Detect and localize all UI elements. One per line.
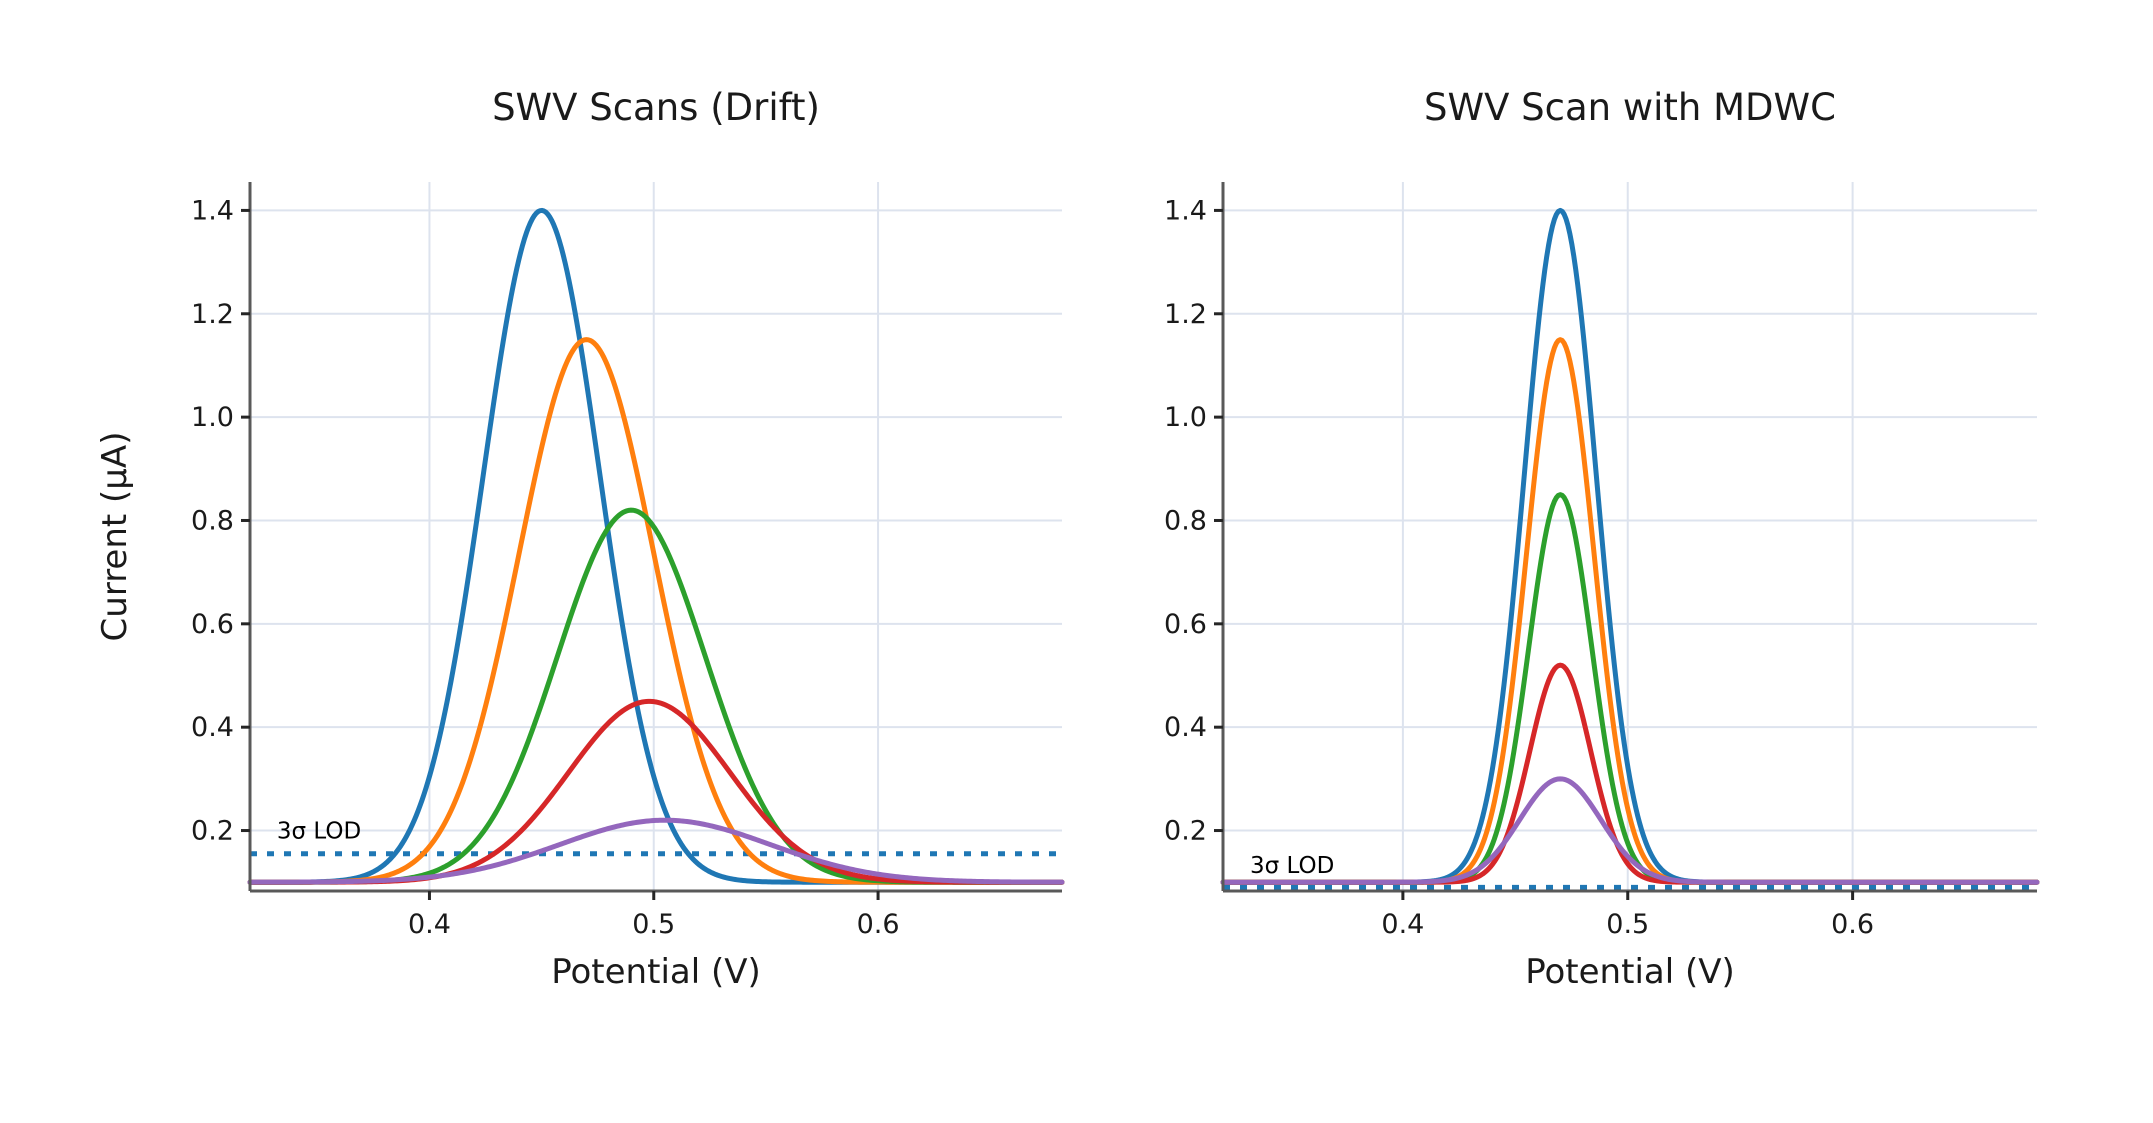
curve-scan-1 bbox=[247, 207, 1065, 885]
y-tick-label: 1.4 bbox=[1164, 195, 1207, 226]
x-tick-label: 0.6 bbox=[1831, 909, 1874, 940]
y-tick-label: 0.8 bbox=[191, 505, 234, 536]
x-axis-label-mdwc: Potential (V) bbox=[1525, 952, 1735, 992]
chart-svg: 0.4 0.5 0.6 0.2 0.4 0.6 0.8 1.0 1.2 1.4 3σ LOD bbox=[1164, 182, 2040, 940]
y-tick-label: 0.8 bbox=[1164, 505, 1207, 536]
curve-scan-5 bbox=[1220, 776, 2040, 885]
y-tick-label: 0.4 bbox=[191, 712, 234, 743]
y-tick-label: 0.2 bbox=[191, 816, 234, 847]
y-tick-label: 0.4 bbox=[1164, 712, 1207, 743]
curve-scan-1 bbox=[1220, 207, 2040, 885]
y-tick-label: 1.4 bbox=[191, 195, 234, 226]
x-tick-label: 0.6 bbox=[857, 909, 900, 940]
chart-svg: 0.4 0.5 0.6 0.2 0.4 0.6 0.8 1.0 1.2 1.4 3σ LOD bbox=[191, 182, 1065, 940]
y-tick-label: 1.2 bbox=[1164, 299, 1207, 330]
plot-title-mdwc: SWV Scan with MDWC bbox=[1424, 86, 1836, 129]
axes-mdwc: 0.4 0.5 0.6 0.2 0.4 0.6 0.8 1.0 1.2 1.4 3σ LOD bbox=[1153, 182, 2040, 946]
y-tick-label: 0.6 bbox=[1164, 609, 1207, 640]
curve-scan-2 bbox=[1220, 337, 2040, 885]
plot-title-drift: SWV Scans (Drift) bbox=[492, 86, 820, 129]
axes-drift: 0.4 0.5 0.6 0.2 0.4 0.6 0.8 1.0 1.2 1.4 3σ LOD bbox=[180, 182, 1065, 946]
lod-label: 3σ LOD bbox=[277, 818, 361, 844]
lod-label: 3σ LOD bbox=[1250, 853, 1334, 879]
y-axis-label: Current (µA) bbox=[95, 431, 135, 642]
y-tick-label: 1.2 bbox=[191, 299, 234, 330]
x-tick-label: 0.5 bbox=[632, 909, 675, 940]
x-tick-label: 0.4 bbox=[1381, 909, 1424, 940]
x-axis-label-drift: Potential (V) bbox=[551, 952, 761, 992]
x-tick-label: 0.4 bbox=[408, 909, 451, 940]
y-tick-label: 1.0 bbox=[1164, 402, 1207, 433]
curve-scan-2 bbox=[247, 337, 1065, 885]
y-tick-label: 1.0 bbox=[191, 402, 234, 433]
curve-scan-5 bbox=[247, 817, 1065, 885]
y-tick-label: 0.6 bbox=[191, 609, 234, 640]
x-tick-label: 0.5 bbox=[1606, 909, 1649, 940]
y-tick-label: 0.2 bbox=[1164, 816, 1207, 847]
